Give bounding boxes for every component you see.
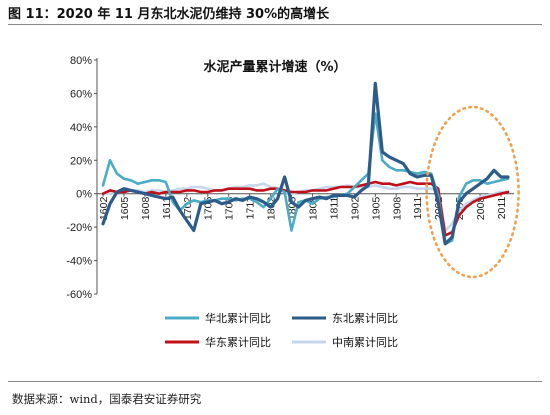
series-line-2 bbox=[101, 81, 510, 246]
y-tick-label: -60% bbox=[66, 289, 92, 301]
x-tick-label: 2011 bbox=[496, 197, 508, 220]
axes bbox=[94, 58, 514, 295]
x-tick-label: 1811 bbox=[328, 197, 340, 220]
y-tick-label: 20% bbox=[70, 155, 92, 167]
legend-label-1: 华北累计同比 bbox=[205, 311, 271, 325]
y-tick-label: 40% bbox=[70, 122, 92, 134]
y-tick-label: -20% bbox=[66, 222, 92, 234]
x-tick-label: 1911 bbox=[412, 197, 424, 220]
highlight-ellipse bbox=[425, 105, 520, 279]
highlight-ellipse-shape bbox=[425, 105, 520, 279]
y-tick-label: 60% bbox=[70, 88, 92, 100]
x-tick-label: 1608 bbox=[140, 197, 152, 221]
chart-title: 水泥产量累计增速（%） bbox=[203, 59, 346, 75]
y-tick-label: 80% bbox=[70, 55, 92, 67]
y-tick-label: 0% bbox=[76, 189, 92, 201]
x-tick-label: 1902 bbox=[349, 197, 361, 221]
x-tick-label: 1611 bbox=[161, 197, 173, 220]
legend-label-3: 华东累计同比 bbox=[205, 335, 271, 349]
figure-title: 图 11：2020 年 11 月东北水泥仍维持 30%的高增长 bbox=[8, 7, 330, 22]
x-tick-label: 1908 bbox=[391, 197, 403, 221]
x-tick-label: 2008 bbox=[475, 197, 487, 221]
y-axis-ticks: 80% 60% 40% 20% 0% -20% -40% -60% bbox=[66, 55, 92, 301]
x-tick-label: 1711 bbox=[245, 197, 257, 220]
y-tick-label: -40% bbox=[66, 256, 92, 268]
series-lines bbox=[101, 81, 510, 246]
bottom-divider bbox=[8, 381, 542, 382]
legend-label-2: 东北累计同比 bbox=[332, 312, 398, 325]
series-line-1 bbox=[101, 112, 510, 246]
data-source: 数据来源：wind，国泰君安证券研究 bbox=[12, 392, 202, 406]
x-tick-label: 1905 bbox=[370, 197, 382, 221]
top-divider bbox=[8, 24, 542, 25]
x-tick-label: 1605 bbox=[119, 197, 131, 221]
legend-label-4: 中南累计同比 bbox=[332, 336, 398, 349]
